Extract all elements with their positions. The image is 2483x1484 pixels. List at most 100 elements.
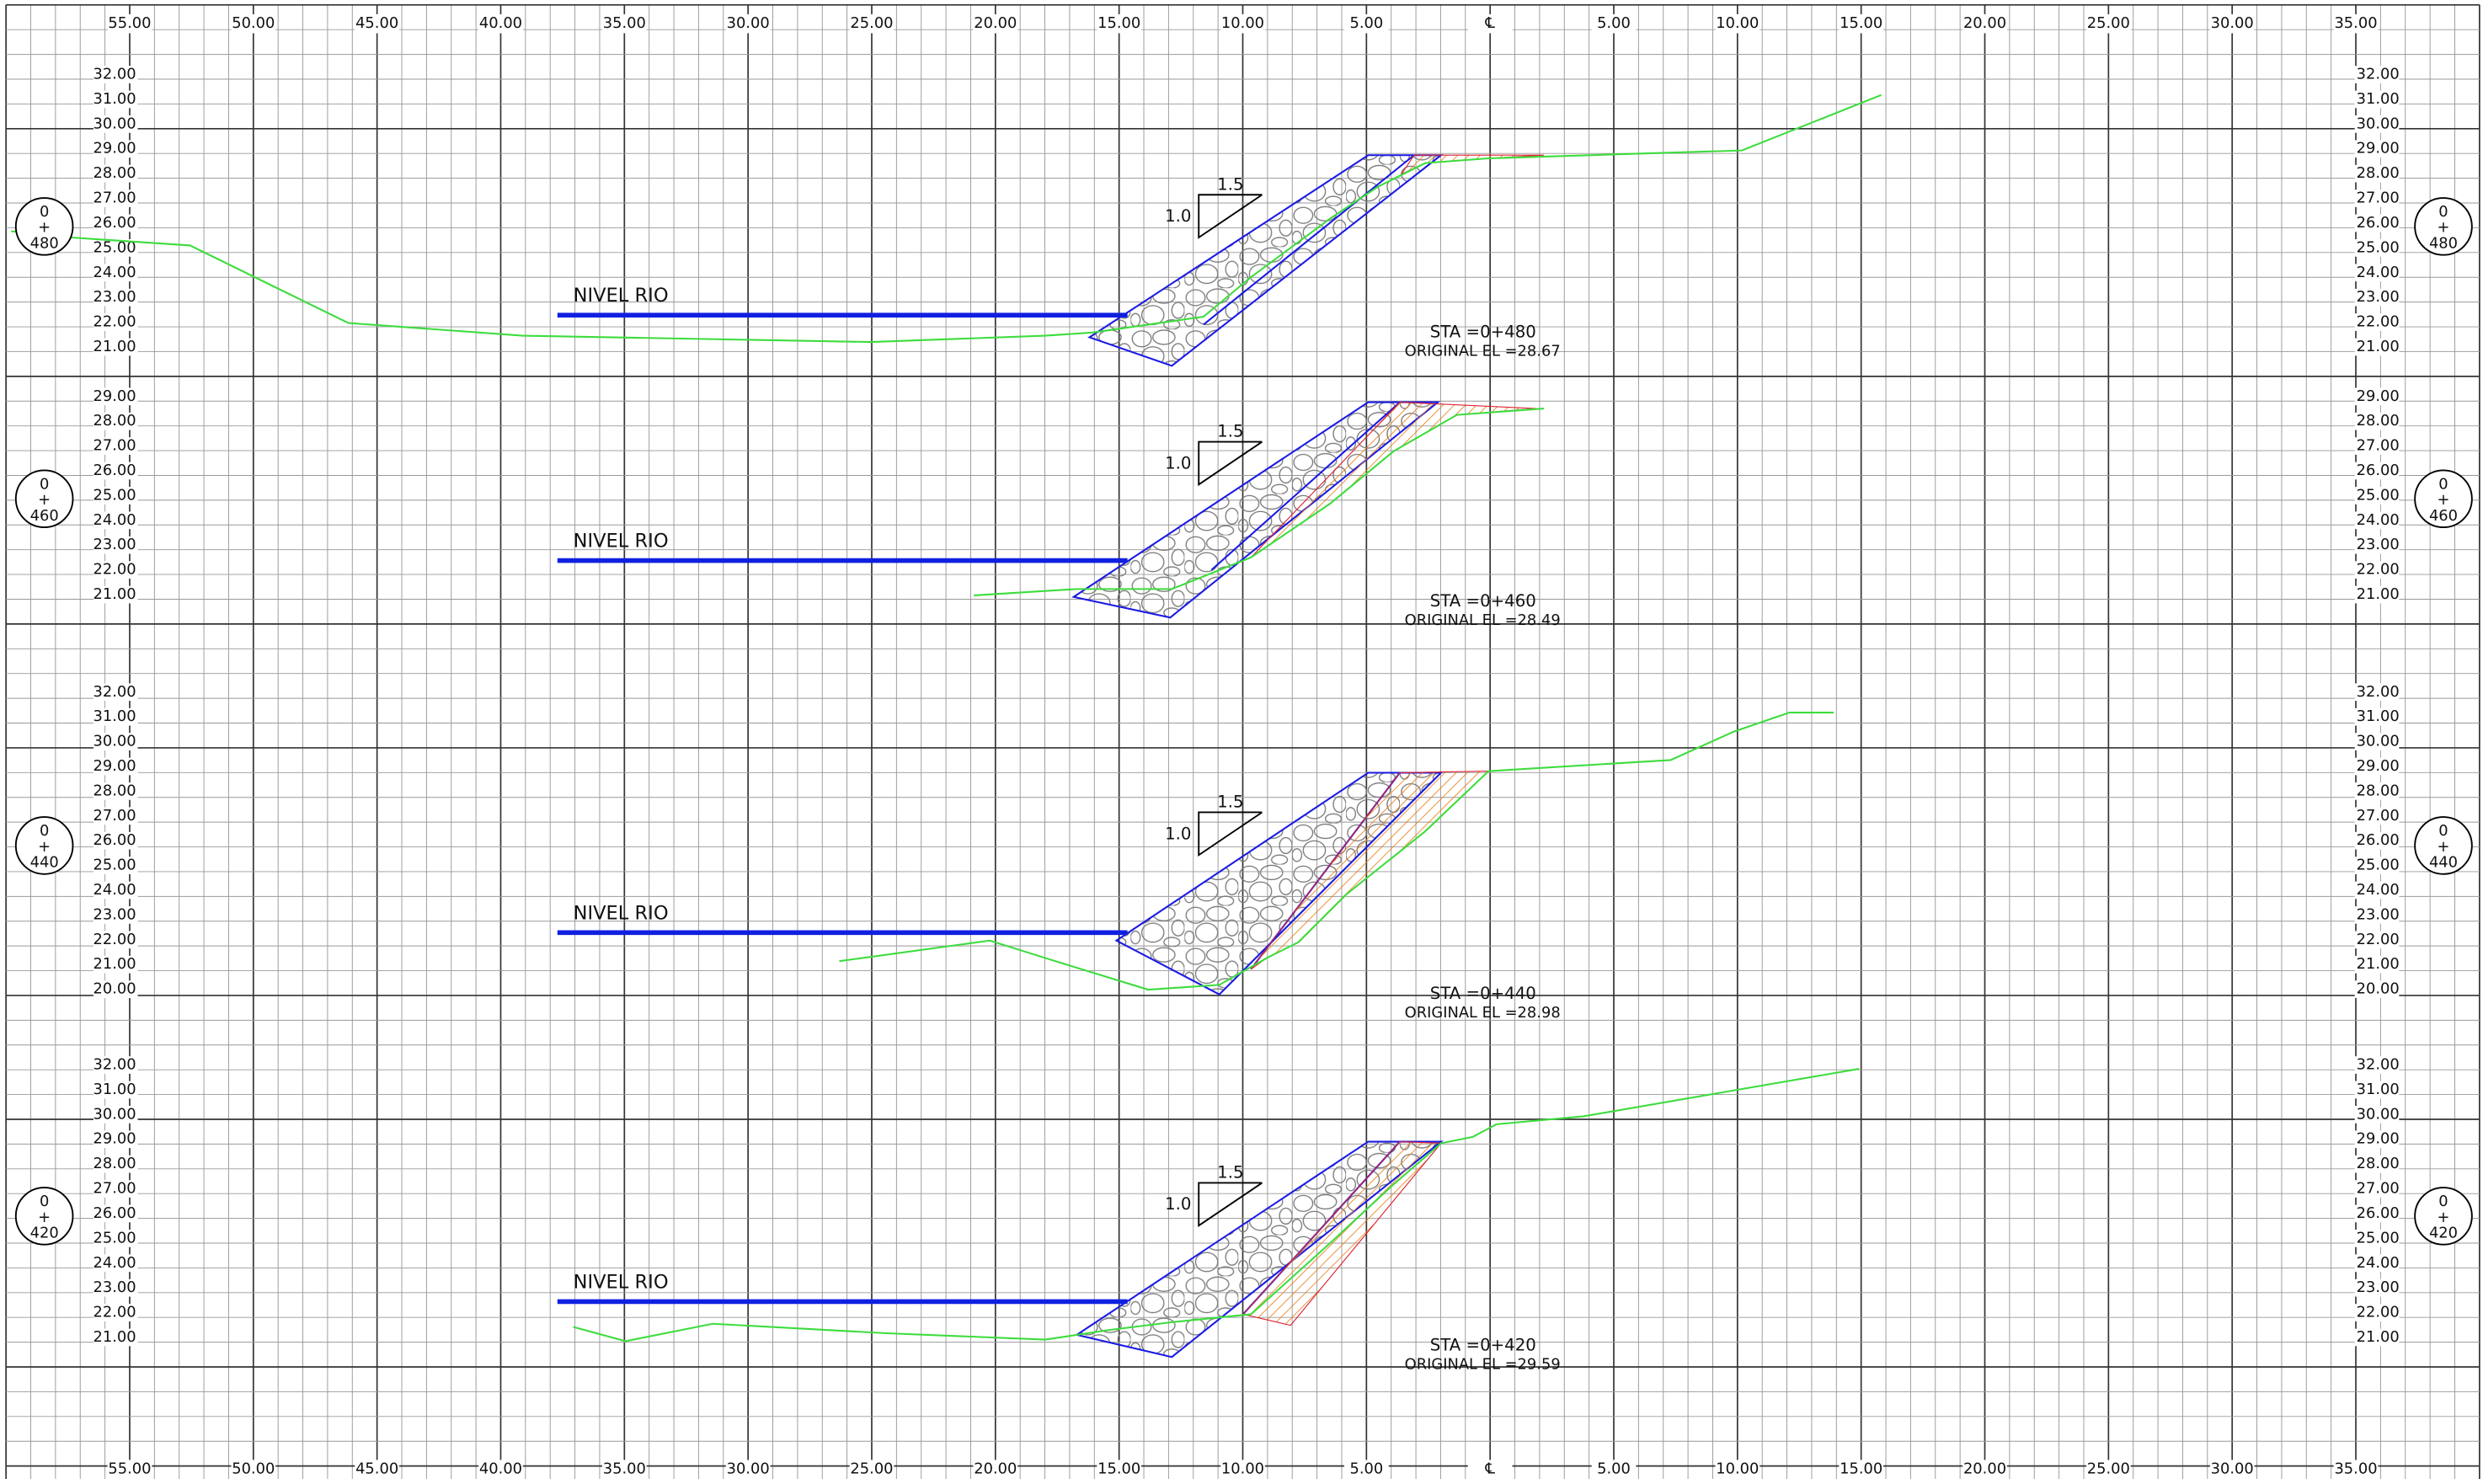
elevation-label: 32.00 [93, 1056, 136, 1074]
elevation-label: 31.00 [2357, 707, 2400, 725]
elevation-label: 21.00 [2357, 955, 2400, 973]
elev-label-bg [93, 561, 138, 579]
scale-label-bg [1097, 13, 1141, 34]
elev-label-bg [93, 807, 138, 825]
slope-run: 1.5 [1217, 1163, 1243, 1182]
elev-label-bg [93, 214, 138, 232]
offset-label: 10.00 [1221, 1460, 1264, 1478]
elevation-label: 27.00 [2357, 807, 2400, 825]
elev-label-bg [2354, 1106, 2400, 1124]
offset-label: 30.00 [2211, 14, 2254, 32]
scale-label-bg [1097, 1460, 1141, 1479]
elev-label-bg [2354, 1278, 2400, 1297]
station-marker-sign: + [2438, 491, 2450, 509]
elevation-label: 30.00 [2357, 733, 2400, 750]
scale-label-bg [849, 13, 894, 34]
scale-label-bg [478, 13, 523, 34]
offset-label: 35.00 [603, 14, 646, 32]
scale-label-bg [973, 1460, 1018, 1479]
elev-label-bg [2354, 757, 2400, 776]
station-label: STA =0+480 [1430, 322, 1536, 341]
elevation-label: 25.00 [2357, 857, 2400, 874]
elevation-label: 27.00 [93, 807, 136, 825]
offset-label: 20.00 [1963, 1460, 2006, 1478]
elev-label-bg [93, 1230, 138, 1247]
slope-triangle [1198, 440, 1263, 487]
offset-label: 50.00 [232, 14, 275, 32]
elev-label-bg [2354, 733, 2400, 750]
elev-label-bg [2354, 1081, 2400, 1099]
elevation-label: 30.00 [93, 733, 136, 750]
elevation-label: 32.00 [93, 66, 136, 83]
ground-line [573, 1068, 1860, 1343]
elevation-label: 32.00 [93, 683, 136, 701]
elev-label-bg [93, 881, 138, 899]
elevation-label: 22.00 [93, 931, 136, 948]
elevation-label: 27.00 [2357, 1180, 2400, 1198]
elevation-label: 21.00 [2357, 338, 2400, 355]
scale-label-bg [602, 1460, 647, 1479]
station-marker-top: 0 [40, 203, 49, 221]
station-marker [14, 1187, 74, 1246]
station-marker-number: 460 [30, 507, 59, 525]
slope-rise: 1.0 [1165, 1194, 1191, 1214]
elevation-label: 29.00 [2357, 140, 2400, 157]
elevation-label: 23.00 [2357, 1278, 2400, 1296]
original-elevation: ORIGINAL EL =28.67 [1405, 342, 1561, 360]
elev-label-bg [2354, 239, 2400, 257]
elev-label-bg [2354, 536, 2400, 554]
station-marker-number: 440 [30, 854, 59, 872]
offset-label: 5.00 [1597, 1460, 1631, 1478]
station-marker-number: 480 [2429, 235, 2458, 253]
elevation-label: 24.00 [93, 511, 136, 529]
elev-label-bg [93, 585, 138, 604]
elev-label-bg [2354, 931, 2400, 949]
elev-label-bg [2354, 1254, 2400, 1273]
station-marker-sign: + [38, 219, 51, 237]
elev-label-bg [93, 980, 138, 998]
elevation-label: 22.00 [93, 1304, 136, 1321]
offset-label: 15.00 [1840, 1460, 1882, 1478]
offset-label: 20.00 [974, 14, 1017, 32]
elevation-label: 22.00 [2357, 1304, 2400, 1321]
elevation-label: 22.00 [93, 561, 136, 579]
offset-label: 10.00 [1716, 14, 1759, 32]
elevation-label: 28.00 [2357, 1155, 2400, 1172]
station-marker-number: 420 [30, 1225, 59, 1242]
scale-label-bg [231, 1460, 276, 1479]
scale-label-bg [1591, 1460, 1637, 1479]
scale-label-bg [2209, 13, 2255, 34]
elevation-label: 25.00 [93, 1229, 136, 1246]
elev-label-bg [2354, 190, 2400, 207]
elevation-label: 29.00 [93, 1130, 136, 1148]
elev-label-bg [2354, 1130, 2400, 1149]
slope-run: 1.5 [1217, 422, 1243, 441]
offset-label: 5.00 [1597, 14, 1631, 32]
elev-label-bg [93, 1254, 138, 1273]
offset-label: 15.00 [1840, 14, 1882, 32]
elevation-label: 25.00 [93, 486, 136, 504]
scale-label-bg [2086, 1460, 2131, 1479]
elevation-label: 21.00 [93, 955, 136, 973]
elev-label-bg [2354, 1328, 2400, 1347]
elevation-label: 27.00 [93, 437, 136, 455]
elev-label-bg [93, 831, 138, 850]
elevation-label: 23.00 [93, 536, 136, 553]
elevation-label: 23.00 [93, 288, 136, 306]
elevation-label: 23.00 [2357, 288, 2400, 306]
slope-run: 1.5 [1217, 174, 1243, 194]
station-marker-top: 0 [40, 475, 49, 493]
scale-label-bg [1344, 13, 1389, 34]
elevation-label: 20.00 [93, 980, 136, 998]
offset-label: 30.00 [2211, 1460, 2254, 1478]
station-marker [2414, 1187, 2473, 1246]
station-marker-sign: + [2438, 219, 2450, 237]
elevation-label: 25.00 [2357, 486, 2400, 504]
scale-label-bg [725, 1460, 771, 1479]
elevation-label: 30.00 [2357, 1105, 2400, 1123]
elevation-label: 28.00 [93, 1155, 136, 1172]
elev-label-bg [93, 683, 138, 702]
elev-label-bg [2354, 955, 2400, 974]
offset-label: 5.00 [1349, 14, 1383, 32]
